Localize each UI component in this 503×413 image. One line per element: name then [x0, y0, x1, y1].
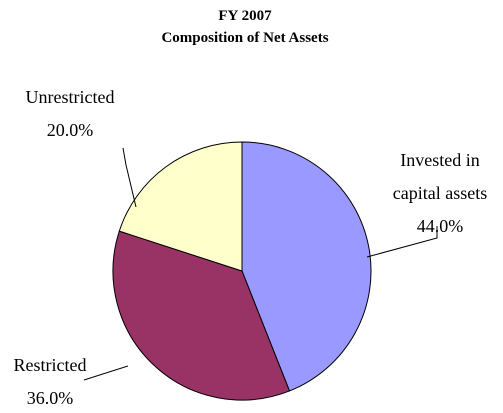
chart-title: FY 2007 [218, 8, 272, 24]
chart-subtitle: Composition of Net Assets [161, 30, 329, 46]
value-label: 36.0% [26, 388, 74, 408]
leader-line [122, 147, 137, 208]
pie-slice [112, 230, 291, 401]
value-label: 20.0% [46, 120, 94, 140]
category-label: Restricted [13, 355, 87, 375]
category-label: Unrestricted [25, 87, 115, 107]
slice-label-block: Unrestricted 20.0% [10, 81, 130, 147]
category-label: Invested in capital assets [392, 150, 488, 203]
leader-line [366, 226, 438, 258]
leader-line [83, 365, 129, 381]
pie-slice [118, 141, 243, 272]
slice-label-block: Invested in capital assets 44.0% [375, 144, 503, 243]
value-label: 44.0% [416, 216, 464, 236]
slice-label-block: Restricted 36.0% [0, 349, 100, 413]
pie-slice [241, 141, 372, 392]
